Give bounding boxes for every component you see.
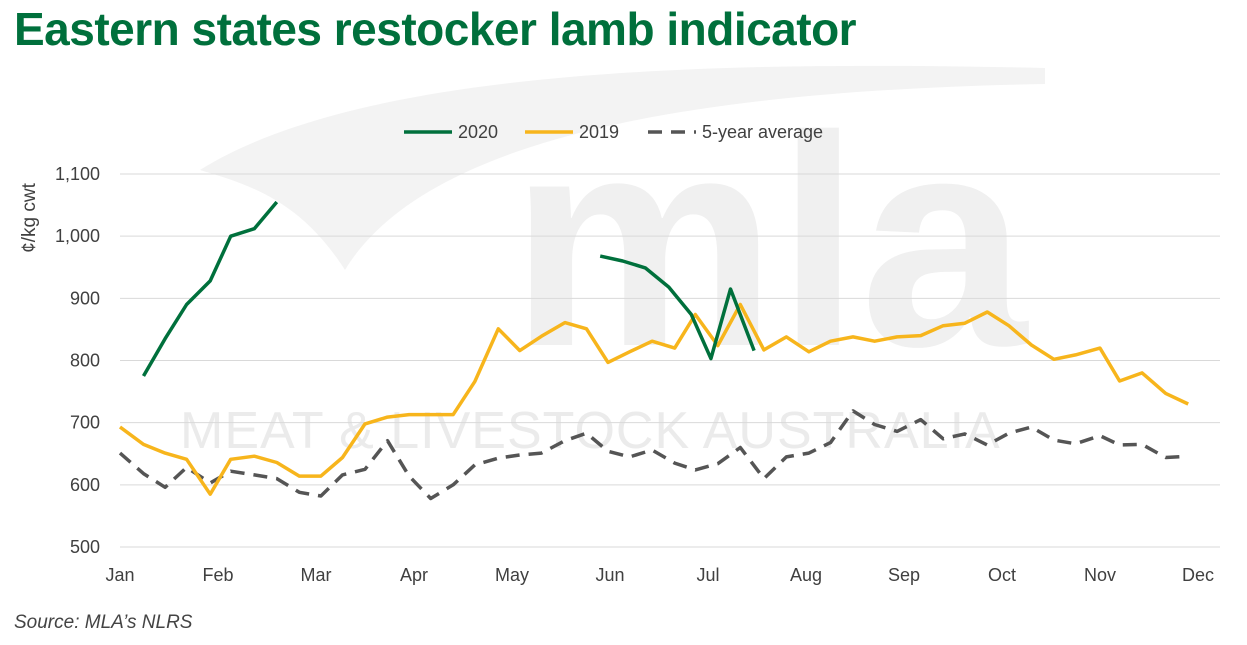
watermark-logo: mla xyxy=(510,73,1029,409)
x-tick-label: Apr xyxy=(400,565,428,585)
x-tick-label: Jan xyxy=(105,565,134,585)
legend-label: 2020 xyxy=(458,122,498,142)
y-tick-label: 700 xyxy=(70,413,100,433)
x-tick-label: May xyxy=(495,565,529,585)
page-title: Eastern states restocker lamb indicator xyxy=(14,3,857,55)
watermark-swoosh xyxy=(200,65,1045,270)
x-tick-label: Nov xyxy=(1084,565,1116,585)
y-tick-label: 900 xyxy=(70,288,100,308)
x-axis-ticks: Jan Feb Mar Apr May Jun Jul Aug Sep Oct Nov Dec xyxy=(105,565,1214,585)
series-line-2020-1 xyxy=(599,254,756,361)
x-tick-label: Aug xyxy=(790,565,822,585)
mla-watermark: mla MEAT & LIVESTOCK AUSTRALIA xyxy=(180,65,1045,460)
x-tick-label: Jun xyxy=(595,565,624,585)
y-tick-label: 600 xyxy=(70,475,100,495)
series-line-2020-0 xyxy=(141,200,279,377)
y-tick-label: 1,000 xyxy=(55,226,100,246)
gridlines xyxy=(120,173,1220,548)
watermark-text: MEAT & LIVESTOCK AUSTRALIA xyxy=(180,402,1001,460)
x-tick-label: Oct xyxy=(988,565,1016,585)
legend-label: 5-year average xyxy=(702,122,823,142)
x-tick-label: Mar xyxy=(301,565,332,585)
x-tick-label: Feb xyxy=(202,565,233,585)
series-line-2019-0 xyxy=(118,302,1189,496)
y-tick-label: 800 xyxy=(70,351,100,371)
x-tick-label: Jul xyxy=(696,565,719,585)
y-tick-label: 1,100 xyxy=(55,164,100,184)
legend: 2020 2019 5-year average xyxy=(404,122,823,142)
x-tick-label: Sep xyxy=(888,565,920,585)
y-axis-ticks: 500 600 700 800 900 1,000 1,100 xyxy=(55,164,100,557)
series-line-5-year-average-0 xyxy=(118,409,1189,501)
source-note: Source: MLA’s NLRS xyxy=(14,612,193,633)
x-tick-label: Dec xyxy=(1182,565,1214,585)
y-tick-label: 500 xyxy=(70,537,100,557)
legend-label: 2019 xyxy=(579,122,619,142)
y-axis-label: ¢/kg cwt xyxy=(19,182,40,252)
series-lines xyxy=(118,200,1189,501)
